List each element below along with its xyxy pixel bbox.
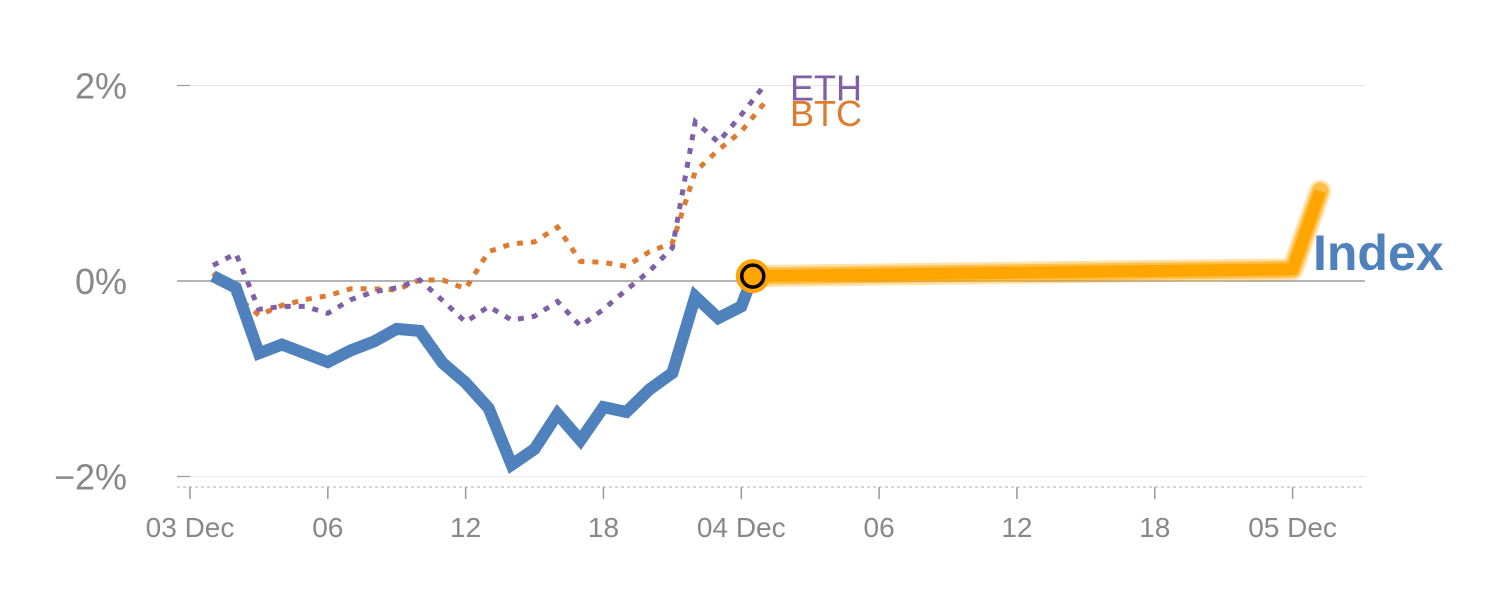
x-tick-label: 12	[1001, 512, 1032, 543]
forecast-band-line	[752, 189, 1326, 283]
forecast-layer	[735, 180, 1332, 294]
series-layer	[210, 83, 767, 474]
x-tick-label: 12	[450, 512, 481, 543]
series-label-index: Index	[1313, 225, 1444, 281]
series-line-index	[210, 270, 759, 474]
y-tick-label: 0%	[75, 261, 127, 302]
series-line-btc	[211, 101, 767, 319]
x-tick-label: 06	[864, 512, 895, 543]
y-tick-label: 2%	[75, 66, 127, 107]
x-axis: 03 Dec 06 12 18 04 Dec 06 12 18 05 Dec	[146, 486, 1365, 543]
x-tick-label: 06	[312, 512, 343, 543]
series-line-eth	[211, 83, 767, 330]
x-tick-label: 03 Dec	[146, 512, 235, 543]
current-point-marker	[740, 263, 766, 289]
x-tick-label: 04 Dec	[697, 512, 786, 543]
x-tick-label: 18	[588, 512, 619, 543]
y-tick-label: −2%	[54, 457, 127, 498]
series-label-eth: ETH	[790, 68, 862, 109]
series-label-btc: BTC	[790, 93, 862, 134]
x-tick-label: 05 Dec	[1248, 512, 1337, 543]
x-tick-label: 18	[1139, 512, 1170, 543]
y-axis: 2% 0% −2%	[54, 66, 190, 498]
